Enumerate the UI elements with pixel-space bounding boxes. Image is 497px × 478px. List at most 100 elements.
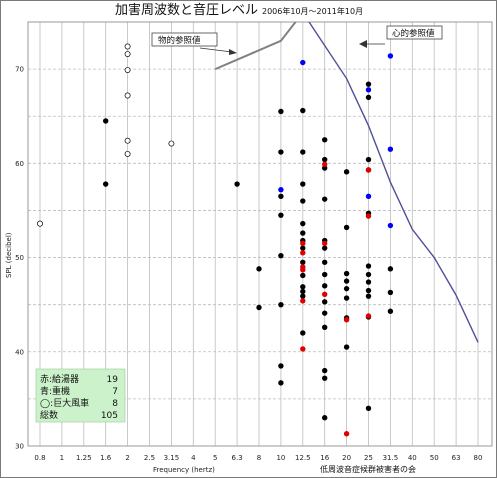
psych-reference-label-box [386,25,443,40]
point-open-3 [124,67,131,74]
point-black-36 [322,299,328,305]
y-tick-60: 60 [15,160,24,168]
physical-reference-label-box [151,32,218,47]
x-tick-2: 2 [125,454,129,462]
y-tick-70: 70 [15,66,24,74]
x-tick-20: 20 [342,454,351,462]
x-tick-12.5: 12.5 [295,454,311,462]
x-axis-label: Frequency (hertz) [153,466,215,474]
x-tick-0.8: 0.8 [34,454,45,462]
y-tick-30: 30 [15,443,24,451]
point-black-37 [322,310,328,316]
point-black-8 [278,212,284,218]
chart-title: 加害周波数と音圧レベル [115,2,258,18]
y-tick-50: 50 [15,254,24,262]
point-black-20 [300,245,306,251]
point-black-44 [343,270,350,277]
point-black-25 [300,293,306,299]
x-tick-1.6: 1.6 [100,454,112,462]
point-black-35 [322,283,328,289]
point-red-11 [365,167,372,173]
point-red-3 [300,267,306,273]
point-blue-6 [387,222,394,229]
point-black-16 [300,198,306,204]
point-open-7 [168,140,175,147]
point-blue-2 [365,87,372,93]
plot-border [27,21,493,447]
point-black-9 [278,252,284,259]
point-open-2 [124,51,131,57]
physical-reference-arrow [199,47,233,53]
point-black-64 [387,308,394,314]
point-black-4 [256,304,262,311]
reference-lines [214,22,479,343]
point-black-13 [300,107,306,114]
point-red-5 [300,346,306,352]
point-black-51 [365,94,372,101]
point-black-40 [322,375,328,381]
point-black-6 [278,149,284,155]
point-red-9 [343,317,350,323]
point-black-18 [300,230,306,236]
x-tick-4: 4 [191,454,196,462]
point-red-13 [365,313,372,319]
x-tick-63: 63 [452,454,461,462]
x-tick-1.25: 1.25 [76,454,92,462]
point-black-62 [387,266,394,272]
point-black-22 [300,272,306,279]
point-red-10 [343,431,350,437]
point-blue-4 [387,53,394,59]
point-black-52 [365,156,372,163]
point-black-55 [365,263,372,269]
point-blue-5 [387,146,394,152]
point-red-4 [300,298,306,304]
point-black-3 [256,266,262,272]
legend-label-heavy-machinery: 青:重機 [40,385,70,397]
x-tick-5: 5 [213,454,217,462]
point-black-50 [365,81,372,87]
x-tick-3.15: 3.15 [164,454,180,462]
x-tick-80: 80 [474,454,483,462]
point-black-10 [278,301,284,308]
legend-label-water-heater: 赤:給湯器 [40,373,79,385]
legend-count-water-heater: 19 [107,375,119,385]
point-red-1 [300,250,306,256]
x-tick-25: 25 [364,454,373,462]
point-open-5 [124,137,131,144]
point-black-21 [300,259,306,265]
legend-count-heavy-machinery: 7 [112,387,118,397]
point-black-12 [278,380,284,386]
point-black-32 [322,245,328,251]
point-black-56 [365,271,372,278]
x-tick-labels: 0.8 1 1.25 1.6 2 2.5 3.15 4 5 6.3 8 10 12.5 16 20 25 31.… [34,454,482,462]
y-tick-40: 40 [15,348,24,356]
point-black-26 [300,330,306,336]
x-tick-31.5: 31.5 [383,454,399,462]
point-open-4 [124,92,131,99]
physical-reference-label: 物的参照値 [158,35,201,46]
point-black-42 [343,169,350,175]
point-black-38 [322,324,328,330]
y-tick-labels: 30 40 50 60 70 [15,66,24,451]
point-black-45 [343,278,350,284]
point-black-30 [322,196,328,202]
legend-count-total: 105 [101,411,118,421]
x-tick-2.5: 2.5 [144,454,155,462]
point-open-0 [37,220,43,227]
chart-subtitle: 2006年10月～2011年10月 [262,6,363,16]
x-tick-10: 10 [276,454,285,462]
point-black-15 [300,181,306,187]
point-black-11 [278,363,284,369]
point-black-47 [343,295,350,301]
point-black-58 [365,287,372,294]
point-red-12 [365,213,372,219]
point-black-27 [322,137,328,143]
y-axis-label: SPL (decibel) [5,232,13,278]
point-blue-1 [300,59,306,66]
x-tick-16: 16 [320,454,329,462]
point-blue-3 [365,193,372,200]
point-black-41 [322,415,328,421]
point-black-34 [322,271,328,278]
point-black-39 [322,367,328,374]
